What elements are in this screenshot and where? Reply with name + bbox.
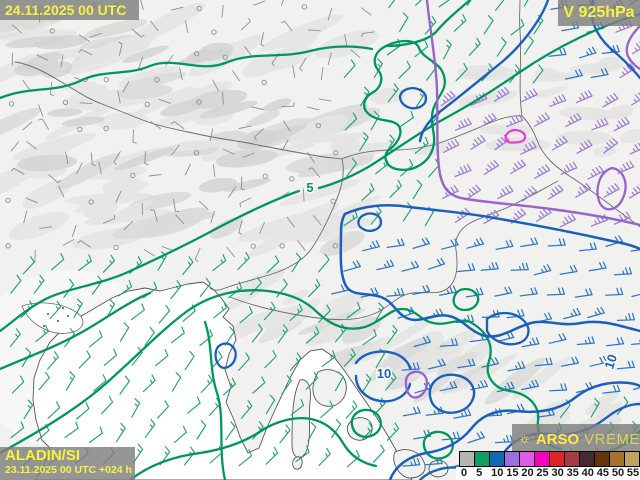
model-run-label: 23.11.2025 00 UTC +024 h: [5, 464, 132, 476]
legend-color-cell: [594, 452, 609, 466]
legend-color-cell: [564, 452, 579, 466]
wind-speed-legend-values: 0 5 10 15 20 25 30 35 40 45 50 55: [456, 467, 640, 480]
legend-color-cell: [579, 452, 594, 466]
legend-color-cell: [609, 452, 624, 466]
legend-value: 55: [626, 467, 640, 479]
legend-value: 30: [551, 467, 564, 479]
legend-value: 40: [581, 467, 594, 479]
legend-value: 45: [596, 467, 609, 479]
model-name-label: ALADIN/SI: [5, 447, 80, 464]
contour-label: 5: [306, 180, 313, 195]
legend-color-cell: [624, 452, 639, 466]
sun-icon: [520, 434, 529, 444]
arso-vreme-branding: ARSO VREME: [512, 424, 640, 455]
legend-value: 10: [491, 467, 504, 479]
legend-color-cell: [489, 452, 504, 466]
agency-name: ARSO: [535, 431, 580, 448]
model-info-box: ALADIN/SI 23.11.2025 00 UTC +024 h: [0, 447, 135, 480]
legend-value: 20: [521, 467, 534, 479]
wind-barbs-layer: [0, 0, 640, 468]
legend-value: 15: [506, 467, 519, 479]
sea-and-coast-layer: [21, 281, 449, 480]
legend-value: 35: [566, 467, 579, 479]
wind-speed-legend-colorbar: [459, 451, 640, 467]
contour-label: 10: [377, 366, 391, 381]
legend-value: 5: [476, 467, 483, 479]
legend-value: 25: [536, 467, 549, 479]
legend-color-cell: [460, 452, 474, 466]
legend-value: 0: [461, 467, 468, 479]
legend-value: 50: [611, 467, 625, 479]
legend-color-cell: [534, 452, 549, 466]
legend-color-cell: [474, 452, 489, 466]
contour-label: 10: [601, 352, 620, 370]
legend-color-cell: [519, 452, 534, 466]
valid-time-label: 24.11.2025 00 UTC: [0, 0, 139, 20]
site-name: VREME: [584, 431, 640, 448]
legend-color-cell: [549, 452, 564, 466]
parameter-level-label: V 925hPa: [558, 0, 640, 26]
legend-color-cell: [504, 452, 519, 466]
